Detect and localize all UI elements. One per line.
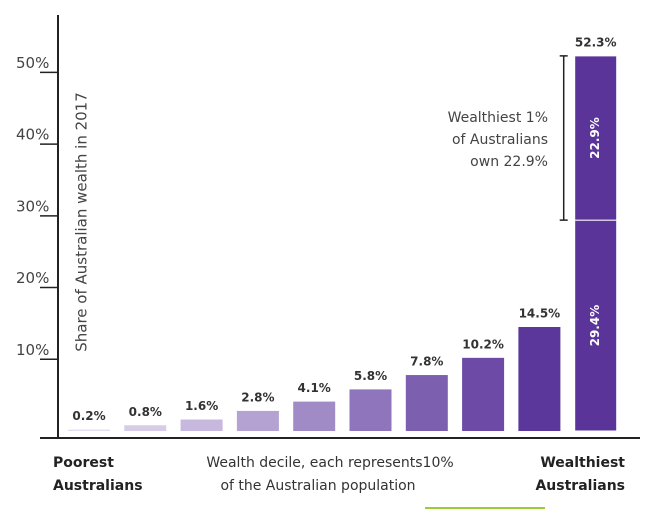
bar [405, 375, 448, 431]
bar-segment [574, 219, 618, 432]
y-tick-label: 40% [16, 126, 49, 144]
left-label: Poorest [53, 455, 114, 471]
value-label: 4.1% [298, 381, 331, 395]
bar [124, 425, 167, 431]
bar [349, 389, 392, 431]
x-axis-title: of the Australian population [220, 478, 415, 494]
value-label: 52.3% [575, 35, 617, 49]
value-label: 2.8% [241, 390, 274, 404]
value-label: 0.8% [129, 405, 162, 419]
bar [462, 357, 505, 431]
annotation: Wealthiest 1% [448, 110, 548, 126]
y-tick-label: 30% [16, 197, 49, 215]
bar [68, 429, 110, 431]
right-label: Wealthiest [540, 455, 625, 471]
x-axis-title: Wealth decile, each represents10% [206, 455, 453, 471]
value-label: 5.8% [354, 369, 387, 383]
annotation: own 22.9% [470, 154, 548, 170]
y-tick-label: 50% [16, 54, 49, 72]
value-label: 7.8% [410, 355, 443, 369]
bar [293, 401, 336, 431]
y-tick-label: 10% [16, 341, 49, 359]
bar [236, 410, 279, 431]
y-axis-title: Share of Australian wealth in 2017 [73, 92, 91, 352]
value-label: 14.5% [519, 307, 561, 321]
segment-label: 29.4% [588, 305, 602, 347]
y-tick-label: 20% [16, 269, 49, 287]
value-label: 0.2% [72, 409, 105, 423]
right-label: Australians [535, 478, 625, 494]
left-label: Australians [53, 478, 143, 494]
bar [180, 419, 223, 431]
segment-label: 22.9% [588, 117, 602, 159]
annotation: of Australians [452, 132, 548, 148]
value-label: 10.2% [462, 337, 504, 351]
bar-segment [574, 55, 618, 221]
bar [518, 327, 561, 431]
value-label: 1.6% [185, 399, 218, 413]
bracket [559, 55, 568, 221]
